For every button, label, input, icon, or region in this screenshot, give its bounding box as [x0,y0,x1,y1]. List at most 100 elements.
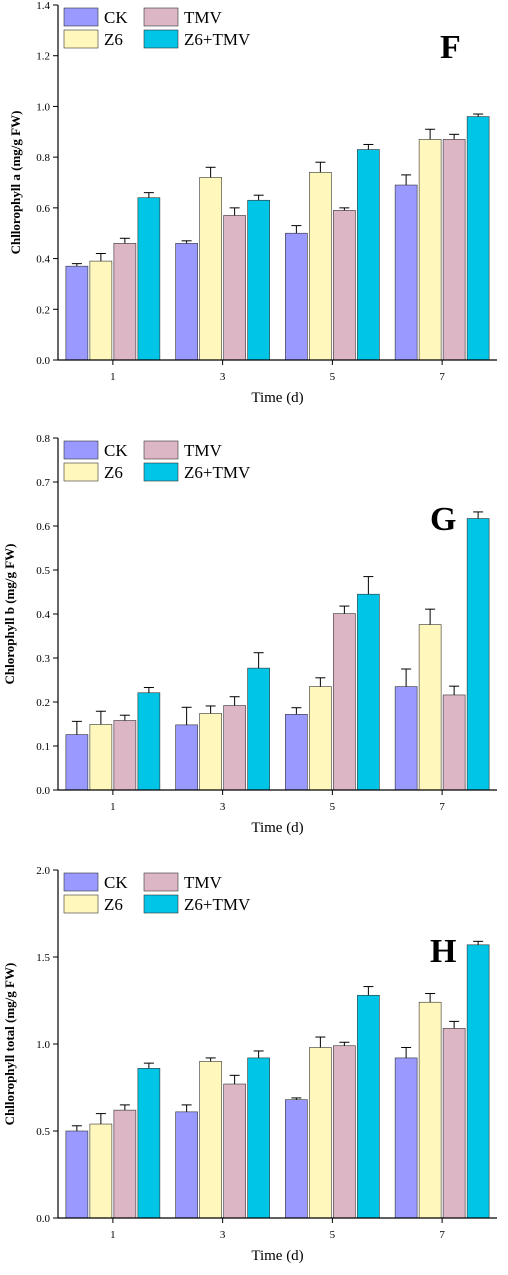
x-tick-label: 7 [439,801,445,813]
y-tick-label: 0.8 [36,152,50,164]
bar-ck [175,1111,198,1219]
bar-ck [65,734,89,791]
bar-z6 [199,177,222,361]
bar-z6 [89,1123,113,1219]
chart-panel-F: 0.0 0.2 0.4 0.6 0.8 1.0 1.2 1.4 1 3 5 7 Time (d) Chll… [8,0,497,406]
legend-swatch-ck [63,440,99,460]
legend-swatch-tmv [143,440,179,460]
y-tick-label: 0.2 [36,304,50,316]
bar-ck [285,232,308,361]
legend-label: CK [104,8,128,27]
legend: CK TMV Z6 Z6+TMV [63,440,251,482]
bar-tmv [442,694,466,791]
legend-swatch-ck [63,7,99,27]
chart-panel-G: 0.0 0.1 0.2 0.3 0.4 0.5 0.6 0.7 0.8 1 3 5 7 Time (d) C… [2,433,497,836]
legend-label: Z6 [104,463,123,482]
legend-label: TMV [184,441,223,460]
bar-z6 [309,686,332,791]
legend-label: Z6+TMV [184,463,251,482]
bar-tmv [333,210,356,361]
bar-ck [394,184,418,361]
y-tick-label: 0.6 [36,521,50,533]
x-axis-label: Time (d) [251,1248,303,1264]
y-tick-label: 0.3 [36,653,50,665]
y-tick-label: 0.8 [36,433,50,445]
bar-tmv [223,1083,246,1219]
y-tick-label: 1.0 [36,1039,50,1051]
y-tick-label: 0.4 [36,609,50,621]
bar-tmv [442,139,466,361]
legend-swatch-z6plustmv [143,462,179,482]
x-axis-label: Time (d) [251,390,303,406]
y-tick-label: 0.2 [36,697,50,709]
legend-swatch-ck [63,872,99,892]
y-tick-label: 0.0 [36,1213,50,1225]
legend-label: TMV [184,8,223,27]
bar-tmv [113,720,137,791]
bar-z6plustmv [137,197,161,361]
bar-z6plustmv [137,692,161,791]
x-tick-label: 5 [330,371,336,383]
bar-z6 [89,724,113,791]
bar-tmv [113,1109,137,1219]
bar-ck [65,1130,89,1219]
bar-z6plustmv [247,1057,270,1219]
panel-label: G [430,501,456,538]
bar-ck [175,724,198,791]
bar-z6plustmv [466,518,490,791]
legend-label: CK [104,873,128,892]
bar-z6 [309,1047,332,1219]
y-axis-label: Chllorophyll total (mg/g FW) [2,963,17,1126]
bar-z6plustmv [357,149,380,361]
bar-ck [285,1099,308,1219]
bar-ck [394,686,418,791]
bar-tmv [333,1045,356,1219]
bar-z6plustmv [357,593,380,791]
bar-z6plustmv [466,116,490,361]
bar-z6plustmv [247,199,270,361]
legend-label: TMV [184,873,223,892]
legend-swatch-z6 [63,462,99,482]
x-tick-label: 7 [439,371,445,383]
bar-ck [175,243,198,361]
legend-swatch-tmv [143,872,179,892]
bar-z6 [418,624,442,791]
x-tick-label: 3 [220,1229,226,1241]
legend-label: Z6 [104,895,123,914]
x-tick-label: 1 [110,371,116,383]
legend-label: Z6+TMV [184,30,251,49]
y-tick-label: 1.0 [36,101,50,113]
y-tick-label: 0.7 [36,477,50,489]
y-tick-label: 0.5 [36,565,50,577]
bar-z6 [418,139,442,361]
panel-label: H [430,933,456,970]
y-tick-label: 0.4 [36,254,50,266]
y-axis-label: Chlorophyll b (mg/g FW) [2,544,17,685]
x-tick-label: 5 [330,801,336,813]
x-tick-label: 7 [439,1229,445,1241]
y-axis-label: Chllorophyll a (mg/g FW) [8,111,23,255]
bar-z6 [309,172,332,361]
legend-swatch-z6 [63,894,99,914]
bar-ck [394,1057,418,1219]
legend-label: Z6 [104,30,123,49]
y-tick-label: 0.0 [36,355,50,367]
bar-tmv [223,215,246,361]
legend-swatch-z6plustmv [143,894,179,914]
bar-tmv [333,613,356,791]
legend-swatch-tmv [143,7,179,27]
x-tick-label: 3 [220,371,226,383]
bar-z6plustmv [357,994,380,1219]
bar-ck [65,265,89,361]
y-tick-label: 0.5 [36,1126,50,1138]
x-tick-label: 5 [330,1229,336,1241]
legend: CK TMV Z6 Z6+TMV [63,7,251,49]
y-tick-label: 2.0 [36,865,50,877]
x-tick-label: 1 [110,1229,116,1241]
legend-label: CK [104,441,128,460]
bar-z6plustmv [466,944,490,1219]
bar-z6plustmv [247,667,270,791]
chart-panel-H: 0.0 0.5 1.0 1.5 2.0 1 3 5 7 Time (d) Chllorophyll … [2,865,497,1264]
